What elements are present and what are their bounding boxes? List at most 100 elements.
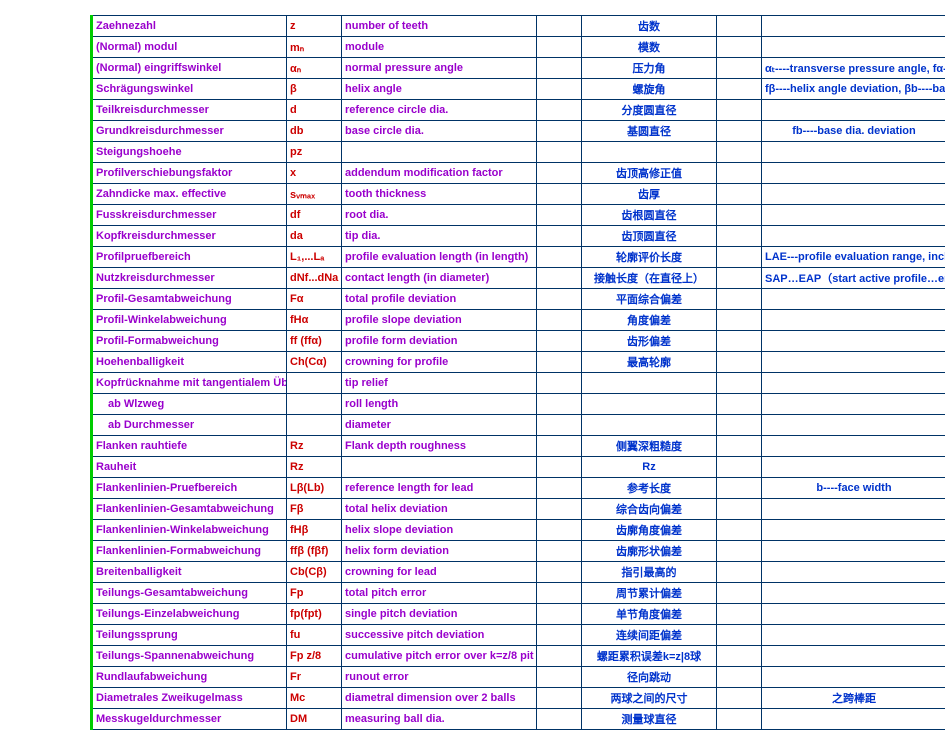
table-row: Flankenlinien-Formabweichungffβ (fβf)hel… xyxy=(92,541,945,562)
symbol: β xyxy=(287,79,342,100)
value-2 xyxy=(717,667,762,688)
table-row: (Normal) modulmₙmodule模数 xyxy=(92,37,945,58)
table-row: Flanken rauhtiefeRzFlank depth roughness… xyxy=(92,436,945,457)
table-row: MesskugeldurchmesserDMmeasuring ball dia… xyxy=(92,709,945,730)
english-term: diametral dimension over 2 balls xyxy=(342,688,537,709)
notes xyxy=(762,625,945,646)
table-row: Teilungs-Einzelabweichungfp(fpt)single p… xyxy=(92,604,945,625)
chinese-term: 最高轮廓 xyxy=(582,352,717,373)
german-term: Profil-Gesamtabweichung xyxy=(92,289,287,310)
gear-terminology-table: Zaehnezahlznumber of teeth齿数(Normal) mod… xyxy=(90,15,945,730)
notes xyxy=(762,583,945,604)
value-1 xyxy=(537,541,582,562)
english-term xyxy=(342,457,537,478)
chinese-term: 接触长度（在直径上） xyxy=(582,268,717,289)
table-row: NutzkreisdurchmesserdNf...dNacontact len… xyxy=(92,268,945,289)
value-2 xyxy=(717,415,762,436)
english-term: root dia. xyxy=(342,205,537,226)
value-2 xyxy=(717,457,762,478)
chinese-term: 齿厚 xyxy=(582,184,717,205)
table-row: Steigungshoehepz xyxy=(92,142,945,163)
notes xyxy=(762,373,945,394)
chinese-term: 齿廓角度偏差 xyxy=(582,520,717,541)
english-term: Flank depth roughness xyxy=(342,436,537,457)
symbol: db xyxy=(287,121,342,142)
value-1 xyxy=(537,625,582,646)
english-term: profile slope deviation xyxy=(342,310,537,331)
symbol: Fp z/8 xyxy=(287,646,342,667)
symbol: Rz xyxy=(287,436,342,457)
symbol: αₙ xyxy=(287,58,342,79)
table-row: Kopfkreisdurchmesserdatip dia.齿顶圆直径 xyxy=(92,226,945,247)
german-term: Schrägungswinkel xyxy=(92,79,287,100)
german-term: Kopfrücknahme mit tangentialem Übergang xyxy=(92,373,287,394)
value-2 xyxy=(717,37,762,58)
value-1 xyxy=(537,667,582,688)
value-1 xyxy=(537,562,582,583)
symbol: df xyxy=(287,205,342,226)
value-1 xyxy=(537,37,582,58)
german-term: Flankenlinien-Gesamtabweichung xyxy=(92,499,287,520)
english-term: base circle dia. xyxy=(342,121,537,142)
value-1 xyxy=(537,688,582,709)
german-term: ab Durchmesser xyxy=(92,415,287,436)
german-term: Profilpruefbereich xyxy=(92,247,287,268)
chinese-term xyxy=(582,394,717,415)
table-row: HoehenballigkeitCh(Cα)crowning for profi… xyxy=(92,352,945,373)
value-2 xyxy=(717,604,762,625)
table-row: Teilungssprungfusuccessive pitch deviati… xyxy=(92,625,945,646)
chinese-term: 两球之间的尺寸 xyxy=(582,688,717,709)
value-2 xyxy=(717,16,762,37)
chinese-term: 连续间距偏差 xyxy=(582,625,717,646)
notes xyxy=(762,163,945,184)
value-1 xyxy=(537,142,582,163)
value-2 xyxy=(717,79,762,100)
chinese-term: 综合齿向偏差 xyxy=(582,499,717,520)
german-term: Flankenlinien-Pruefbereich xyxy=(92,478,287,499)
value-1 xyxy=(537,373,582,394)
english-term: module xyxy=(342,37,537,58)
value-2 xyxy=(717,58,762,79)
value-1 xyxy=(537,268,582,289)
value-2 xyxy=(717,247,762,268)
chinese-term: Rz xyxy=(582,457,717,478)
notes xyxy=(762,100,945,121)
table-row: ProfilpruefbereichL₁,...Lₐprofile evalua… xyxy=(92,247,945,268)
value-1 xyxy=(537,646,582,667)
notes xyxy=(762,205,945,226)
chinese-term: 角度偏差 xyxy=(582,310,717,331)
value-2 xyxy=(717,625,762,646)
english-term: addendum modification factor xyxy=(342,163,537,184)
symbol: sᵥₘₐₓ xyxy=(287,184,342,205)
notes xyxy=(762,394,945,415)
english-term: profile form deviation xyxy=(342,331,537,352)
value-2 xyxy=(717,226,762,247)
value-2 xyxy=(717,268,762,289)
table-row: Zahndicke max. effectivesᵥₘₐₓtooth thick… xyxy=(92,184,945,205)
value-2 xyxy=(717,142,762,163)
value-1 xyxy=(537,415,582,436)
symbol: Ch(Cα) xyxy=(287,352,342,373)
english-term: cumulative pitch error over k=z/8 pit xyxy=(342,646,537,667)
value-2 xyxy=(717,373,762,394)
chinese-term: 齿根圆直径 xyxy=(582,205,717,226)
german-term: Messkugeldurchmesser xyxy=(92,709,287,730)
notes xyxy=(762,709,945,730)
chinese-term: 齿顶高修正值 xyxy=(582,163,717,184)
table-row: Teilungs-GesamtabweichungFptotal pitch e… xyxy=(92,583,945,604)
symbol: fHβ xyxy=(287,520,342,541)
english-term: helix form deviation xyxy=(342,541,537,562)
value-2 xyxy=(717,688,762,709)
chinese-term: 压力角 xyxy=(582,58,717,79)
table-row: Profil-WinkelabweichungfHαprofile slope … xyxy=(92,310,945,331)
value-1 xyxy=(537,457,582,478)
table-row: BreitenballigkeitCb(Cβ)crowning for lead… xyxy=(92,562,945,583)
notes xyxy=(762,457,945,478)
value-1 xyxy=(537,79,582,100)
english-term: profile evaluation length (in length) xyxy=(342,247,537,268)
english-term: measuring ball dia. xyxy=(342,709,537,730)
value-1 xyxy=(537,205,582,226)
english-term: runout error xyxy=(342,667,537,688)
symbol: DM xyxy=(287,709,342,730)
value-2 xyxy=(717,436,762,457)
